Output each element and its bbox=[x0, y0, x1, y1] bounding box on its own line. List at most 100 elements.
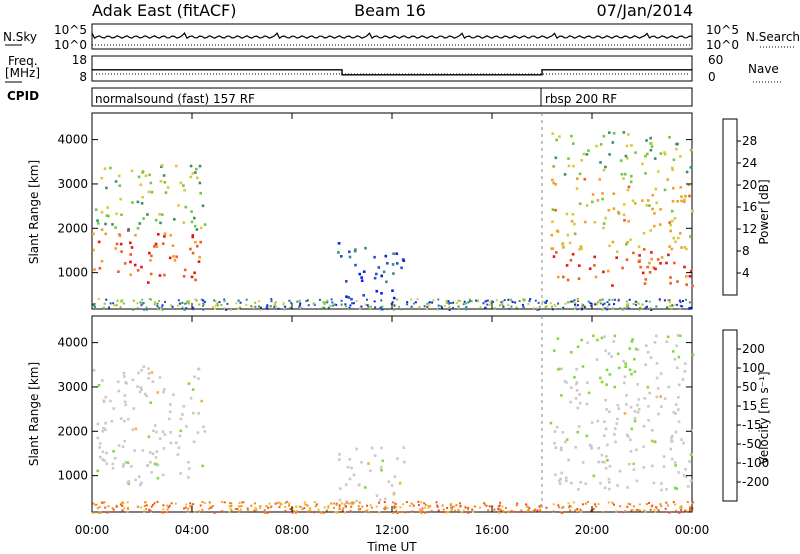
velocity-point bbox=[143, 392, 147, 396]
power-point bbox=[674, 240, 677, 244]
velocity-point bbox=[569, 509, 572, 512]
power-point bbox=[587, 300, 590, 303]
velocity-point bbox=[221, 501, 224, 503]
velocity-point bbox=[651, 464, 654, 468]
velocity-point bbox=[288, 504, 290, 507]
velocity-point bbox=[143, 510, 146, 513]
power-point bbox=[133, 263, 137, 267]
velocity-point bbox=[236, 508, 239, 511]
power-point bbox=[163, 273, 166, 277]
power-point bbox=[373, 276, 377, 280]
power-point bbox=[254, 301, 257, 304]
power-point bbox=[631, 199, 635, 203]
power-point bbox=[576, 304, 579, 307]
power-point bbox=[641, 199, 644, 202]
velocity-point bbox=[203, 502, 206, 504]
velocity-point bbox=[179, 472, 182, 475]
power-point bbox=[476, 300, 479, 303]
power-point bbox=[621, 266, 624, 270]
power-point bbox=[518, 300, 521, 302]
power-point bbox=[189, 164, 193, 168]
velocity-point bbox=[370, 506, 373, 509]
colorbar-tick-label: 4 bbox=[742, 266, 750, 280]
power-point bbox=[98, 267, 102, 270]
velocity-point bbox=[674, 503, 677, 506]
velocity-point bbox=[155, 450, 159, 453]
velocity-point bbox=[149, 401, 152, 404]
velocity-point bbox=[597, 446, 600, 450]
velocity-point bbox=[510, 510, 513, 513]
velocity-point bbox=[668, 511, 671, 514]
power-point bbox=[380, 299, 383, 302]
velocity-point bbox=[570, 481, 573, 485]
power-point bbox=[120, 213, 123, 217]
velocity-point bbox=[636, 348, 640, 352]
power-point bbox=[183, 308, 186, 311]
velocity-point bbox=[360, 461, 363, 464]
velocity-point bbox=[238, 501, 241, 504]
velocity-point bbox=[98, 446, 101, 449]
velocity-point bbox=[586, 341, 589, 345]
velocity-point bbox=[682, 474, 686, 477]
power-point bbox=[384, 254, 388, 258]
velocity-point bbox=[560, 367, 563, 371]
power-point bbox=[337, 251, 340, 254]
freq-panel bbox=[91, 55, 693, 82]
velocity-point bbox=[203, 430, 207, 433]
velocity-point bbox=[457, 508, 460, 511]
power-point bbox=[625, 300, 628, 303]
power-point bbox=[457, 299, 460, 302]
velocity-point bbox=[229, 507, 232, 510]
velocity-point bbox=[355, 447, 358, 451]
power-point bbox=[486, 303, 489, 306]
power-point bbox=[671, 200, 675, 203]
power-point bbox=[680, 199, 683, 203]
power-point bbox=[585, 153, 589, 156]
power-point bbox=[668, 245, 671, 248]
velocity-point bbox=[565, 479, 568, 483]
velocity-point bbox=[679, 506, 681, 509]
velocity-point bbox=[100, 501, 103, 504]
power-point bbox=[367, 305, 370, 308]
velocity-point bbox=[602, 511, 605, 514]
power-point bbox=[237, 307, 240, 310]
power-point bbox=[344, 303, 347, 306]
power-point bbox=[106, 206, 109, 209]
velocity-point bbox=[677, 396, 680, 399]
power-point bbox=[182, 184, 185, 187]
velocity-point bbox=[145, 394, 148, 398]
velocity-point bbox=[635, 479, 639, 483]
velocity-point bbox=[123, 439, 126, 443]
velocity-point bbox=[366, 504, 368, 507]
power-point bbox=[392, 272, 395, 275]
power-point bbox=[92, 303, 95, 306]
velocity-point bbox=[623, 375, 627, 379]
cpid-mode-2: rbsp 200 RF bbox=[545, 92, 617, 106]
velocity-point bbox=[185, 503, 188, 506]
power-point bbox=[606, 305, 609, 308]
power-point bbox=[130, 246, 134, 249]
velocity-point bbox=[608, 464, 612, 468]
velocity-point bbox=[634, 347, 638, 351]
power-point bbox=[634, 202, 637, 205]
velocity-point bbox=[117, 389, 121, 393]
power-point bbox=[613, 303, 615, 306]
velocity-point bbox=[110, 420, 114, 423]
power-point bbox=[432, 299, 435, 302]
velocity-point bbox=[636, 403, 639, 407]
power-point bbox=[374, 306, 377, 309]
power-point bbox=[306, 299, 309, 302]
velocity-point bbox=[642, 466, 646, 469]
power-point bbox=[193, 224, 197, 228]
power-point bbox=[96, 219, 99, 222]
power-point bbox=[350, 297, 353, 301]
velocity-point bbox=[405, 501, 408, 504]
velocity-point bbox=[111, 507, 114, 510]
velocity-point bbox=[145, 504, 148, 507]
power-point bbox=[184, 205, 188, 209]
power-point bbox=[583, 220, 587, 224]
velocity-point bbox=[401, 511, 404, 513]
velocity-point bbox=[576, 508, 579, 510]
power-point bbox=[100, 228, 104, 232]
velocity-point bbox=[629, 405, 633, 409]
